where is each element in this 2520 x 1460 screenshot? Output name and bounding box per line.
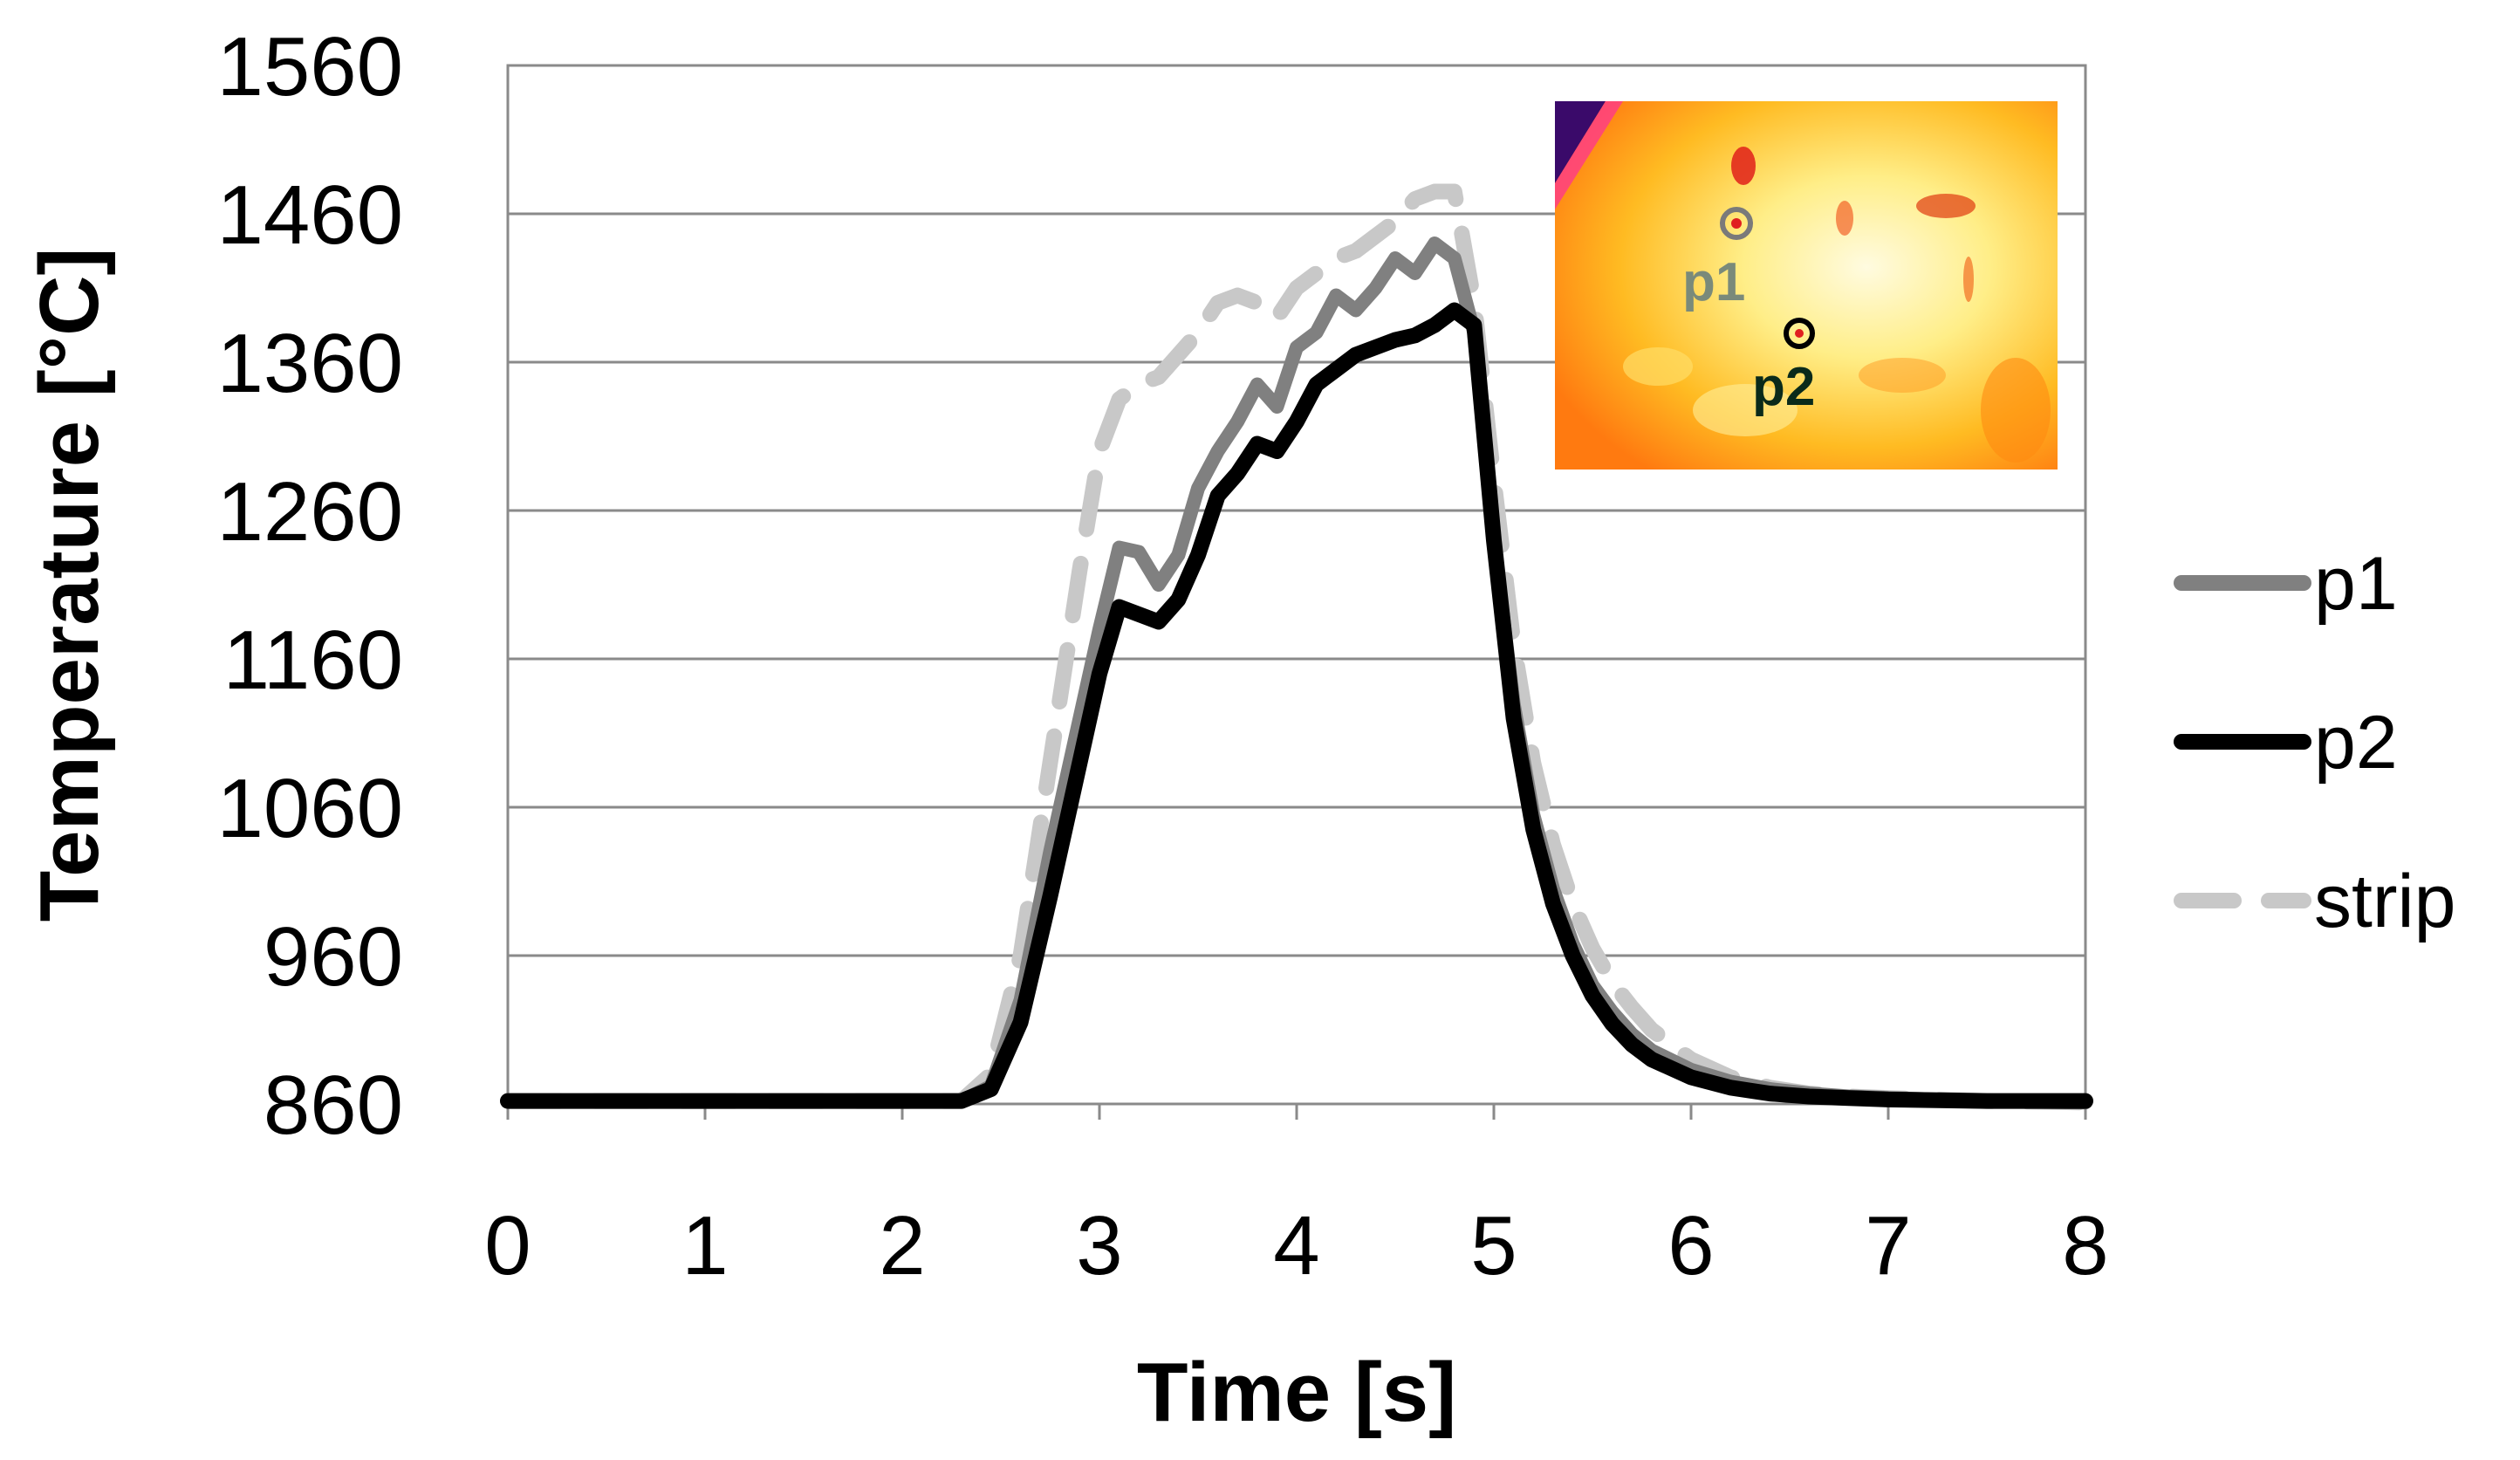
y-tick-label: 1360	[216, 317, 403, 410]
series-layer	[500, 183, 2093, 1111]
legend: p1 p2 strip	[2174, 542, 2455, 943]
x-tick-label: 2	[879, 1199, 925, 1292]
series-line-strip	[500, 183, 2093, 1111]
y-tick-labels: 860 960 1060 1160 1260 1360 1460 1560	[216, 20, 403, 1152]
p1-marker	[1720, 207, 1753, 240]
x-tick-label: 6	[1667, 1199, 1714, 1292]
x-tick-labels: 0 1 2 3 4 5 6 7 8	[484, 1199, 2108, 1292]
y-tick-label: 1160	[223, 613, 403, 707]
y-tick-label: 860	[264, 1059, 403, 1152]
y-axis-title: Temperature [°C]	[23, 248, 116, 922]
y-tick-label: 1060	[216, 762, 403, 855]
series-line-p2	[500, 302, 2093, 1109]
x-tick-label: 0	[484, 1199, 531, 1292]
y-tick-label: 1260	[216, 465, 403, 559]
x-tick-label: 4	[1273, 1199, 1319, 1292]
x-tick-label: 3	[1076, 1199, 1122, 1292]
x-tick-label: 7	[1865, 1199, 1911, 1292]
x-axis-title: Time [s]	[1137, 1346, 1456, 1439]
inset-label-p1: p1	[1682, 252, 1745, 312]
y-tick-label: 1560	[216, 20, 403, 113]
p2-marker	[1784, 318, 1815, 349]
legend-label-strip: strip	[2314, 860, 2455, 943]
y-tick-label: 960	[264, 910, 403, 1004]
thermal-image-inset: p1 p2	[1555, 101, 2058, 470]
x-tick-label: 5	[1470, 1199, 1517, 1292]
legend-label-p2: p2	[2314, 701, 2398, 785]
legend-label-p1: p1	[2314, 542, 2398, 626]
x-tick-label: 8	[2062, 1199, 2108, 1292]
x-tick-label: 1	[681, 1199, 728, 1292]
inset-label-p2: p2	[1752, 357, 1815, 417]
y-tick-label: 1460	[216, 168, 403, 262]
